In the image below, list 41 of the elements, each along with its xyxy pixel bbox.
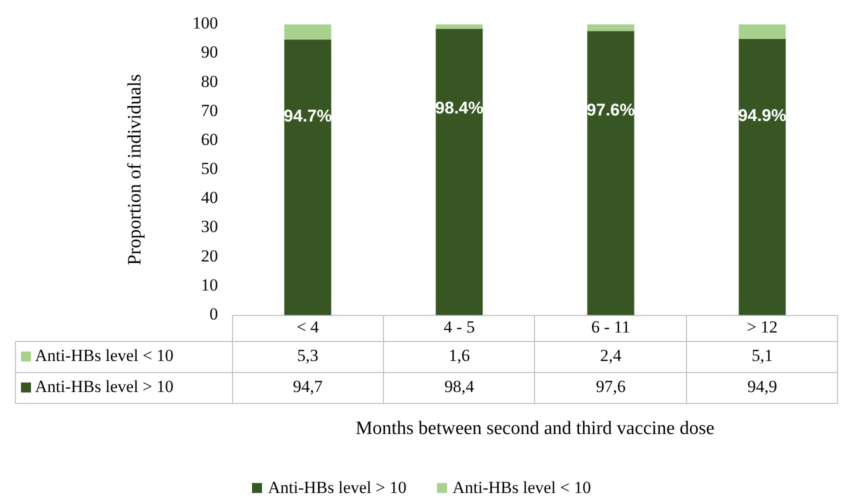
data-label: 98,4 [444,376,475,396]
bar [587,24,634,32]
data-label: 94,9 [747,376,778,396]
annotation: 98.4% [435,98,484,118]
y-tick-label: 0 [210,304,218,324]
bar [738,39,786,315]
annotation: 94.7% [284,106,332,126]
x-axis-title: Months between second and third vaccine dose [356,418,714,439]
x-tick-label: > 12 [746,317,778,336]
legend-label: Anti-HBs level > 10 [35,376,174,396]
x-tick-label: < 4 [296,317,320,336]
y-axis-title: Proportion of individuals [124,74,146,266]
data-label: 2,4 [600,346,622,365]
data-label: 97,6 [596,376,626,396]
y-tick-label: 100 [192,14,218,33]
data-label: 5,1 [752,346,773,365]
bar [436,24,483,29]
x-tick-label: 6 - 11 [591,317,630,336]
y-tick-label: 50 [201,159,218,178]
y-tick-label: 90 [201,42,218,62]
y-tick-label: 40 [201,188,218,208]
y-tick-label: 30 [201,217,218,236]
bar [284,40,332,315]
text: Anti-HBs level > 10 [268,478,406,497]
text: Anti-HBs level < 10 [452,478,591,497]
data-label: 1,6 [448,346,470,365]
y-tick-label: 70 [201,100,218,120]
bar [284,24,332,40]
annotation: 94.9% [738,106,786,125]
bar [738,24,786,40]
y-tick-label: 80 [201,72,218,91]
bar [587,31,634,315]
y-tick-label: 20 [201,246,218,266]
y-tick-label: 10 [201,275,218,294]
annotation: 97.6% [586,100,635,120]
y-tick-label: 60 [201,130,218,149]
x-tick-label: 4 - 5 [444,317,475,336]
legend-label: Anti-HBs level < 10 [35,346,174,365]
bar [436,28,483,315]
data-label: 94,7 [292,376,324,396]
data-label: 5,3 [297,346,318,365]
